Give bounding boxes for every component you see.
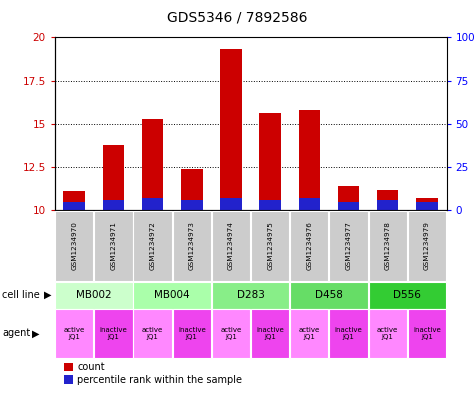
Text: inactive
JQ1: inactive JQ1 — [335, 327, 362, 340]
Text: MB004: MB004 — [154, 290, 190, 300]
Bar — [377, 189, 399, 210]
Bar — [299, 198, 320, 210]
Text: D458: D458 — [315, 290, 343, 300]
Bar — [64, 191, 85, 210]
Bar — [416, 202, 437, 210]
Text: GSM1234976: GSM1234976 — [306, 222, 313, 270]
Text: inactive
JQ1: inactive JQ1 — [413, 327, 441, 340]
Text: cell line: cell line — [2, 290, 40, 300]
Text: GSM1234979: GSM1234979 — [424, 222, 430, 270]
Bar — [377, 200, 399, 210]
Bar — [181, 200, 202, 210]
Bar — [142, 119, 163, 210]
Bar — [259, 200, 281, 210]
Bar — [220, 50, 242, 210]
Bar — [220, 198, 242, 210]
Text: GDS5346 / 7892586: GDS5346 / 7892586 — [167, 11, 308, 25]
Text: GSM1234978: GSM1234978 — [385, 222, 391, 270]
Bar — [299, 110, 320, 210]
Text: GSM1234970: GSM1234970 — [71, 222, 77, 270]
Text: percentile rank within the sample: percentile rank within the sample — [77, 375, 242, 385]
Text: D556: D556 — [393, 290, 421, 300]
Text: active
JQ1: active JQ1 — [377, 327, 399, 340]
Bar — [338, 202, 359, 210]
Text: count: count — [77, 362, 105, 372]
Text: GSM1234973: GSM1234973 — [189, 222, 195, 270]
Bar — [416, 198, 437, 210]
Text: GSM1234971: GSM1234971 — [110, 222, 116, 270]
Text: active
JQ1: active JQ1 — [299, 327, 320, 340]
Bar — [103, 200, 124, 210]
Text: active
JQ1: active JQ1 — [220, 327, 242, 340]
Text: active
JQ1: active JQ1 — [142, 327, 163, 340]
Text: GSM1234974: GSM1234974 — [228, 222, 234, 270]
Text: inactive
JQ1: inactive JQ1 — [178, 327, 206, 340]
Bar — [181, 169, 202, 210]
Text: agent: agent — [2, 329, 30, 338]
Text: GSM1234975: GSM1234975 — [267, 222, 273, 270]
Text: active
JQ1: active JQ1 — [64, 327, 85, 340]
Text: MB002: MB002 — [76, 290, 112, 300]
Text: inactive
JQ1: inactive JQ1 — [100, 327, 127, 340]
Bar — [142, 198, 163, 210]
Text: D283: D283 — [237, 290, 265, 300]
Text: GSM1234972: GSM1234972 — [150, 222, 156, 270]
Text: ▶: ▶ — [32, 329, 39, 338]
Bar — [338, 186, 359, 210]
Bar — [64, 202, 85, 210]
Text: inactive
JQ1: inactive JQ1 — [256, 327, 284, 340]
Bar — [103, 145, 124, 210]
Text: GSM1234977: GSM1234977 — [345, 222, 352, 270]
Text: ▶: ▶ — [44, 290, 51, 300]
Bar — [259, 114, 281, 210]
